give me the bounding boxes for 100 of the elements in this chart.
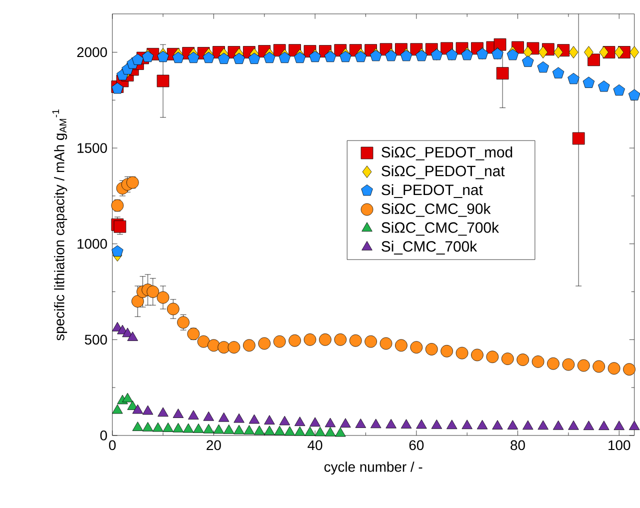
point [132,422,144,431]
point [319,333,332,346]
point [599,46,609,58]
point [114,220,126,233]
x-axis-title: cycle number / - [324,462,422,475]
point [254,425,265,435]
point [598,80,610,92]
point [243,339,256,352]
x-tick-label: 40 [308,440,322,450]
y-tick-label: 0 [100,430,107,440]
point [354,50,367,62]
point [127,332,138,341]
point [111,199,124,212]
point [234,413,244,423]
point [614,46,624,58]
point [248,52,260,64]
point [183,423,194,433]
point [284,426,296,436]
x-tick-label: 20 [206,440,221,450]
point [197,335,210,348]
point [446,420,458,430]
point [349,334,362,347]
point [613,84,625,96]
point [506,48,519,60]
point [274,426,285,436]
point [167,302,180,316]
point [142,405,154,415]
point [476,420,488,430]
point [314,426,326,436]
point [310,417,320,427]
point [538,46,548,58]
point [248,414,260,424]
point [395,339,408,352]
point [264,52,276,63]
point [572,132,585,145]
point [258,337,271,350]
point [122,392,133,402]
point [172,408,184,418]
point [400,419,412,428]
point [294,416,306,426]
point [156,74,170,88]
legend-label: Si_PEDOT_nat [382,184,483,198]
legend-label: SiΩC_CMC_90k [382,203,491,217]
point [244,425,255,434]
point [492,420,503,430]
point [552,67,564,78]
point [598,420,610,430]
point [172,422,184,432]
point [294,426,306,436]
point [304,333,316,346]
point [568,46,578,58]
point [496,67,509,80]
point [582,76,595,88]
y-tick-label: 1000 [78,238,107,249]
point [324,418,336,428]
legend-label: SiΩC_CMC_700k [382,222,499,236]
point [568,72,580,84]
point [494,38,506,51]
point [228,341,240,354]
point [532,356,544,368]
point [132,295,144,308]
point [187,328,200,340]
point [486,350,499,364]
point [522,420,534,430]
legend-label: SiΩC_PEDOT_nat [382,165,505,180]
legend-label: SiΩC_PEDOT_mod [382,146,512,160]
point [355,418,366,428]
point [386,418,396,428]
point [554,46,563,58]
y-tick-label: 1500 [78,143,107,153]
x-tick-label: 60 [409,440,424,450]
point [132,404,144,414]
legend-label: Si_CMC_700k [382,240,478,255]
point [552,420,564,430]
point [538,420,548,430]
point [608,362,620,375]
point [158,407,168,417]
point [264,426,275,435]
point [264,415,275,424]
point [142,422,154,432]
point [193,424,204,433]
point [279,416,290,426]
point [431,420,442,429]
point [162,422,174,432]
point [416,419,427,429]
point [577,359,590,372]
point [501,352,514,365]
point [340,418,351,428]
point [583,420,594,430]
point [203,411,214,421]
point [410,341,423,354]
point [304,426,316,436]
point [126,176,139,189]
x-tick-label: 0 [109,440,116,450]
point [324,426,336,436]
y-axis-title: specific lithiation capacity / mAh g$_{AM}$-1 [52,109,68,340]
point [156,291,170,304]
point [233,52,245,64]
point [471,348,484,362]
point [177,316,190,329]
